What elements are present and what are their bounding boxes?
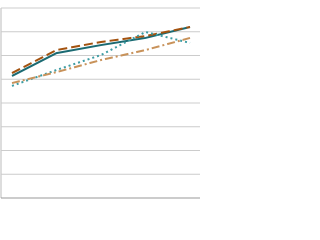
series-line — [11, 30, 191, 87]
series-line — [11, 26, 191, 74]
page: (() => { const data = JSON.parse(documen… — [0, 7, 200, 199]
series-line — [11, 26, 191, 77]
chart — [0, 7, 200, 199]
series-line — [11, 36, 191, 85]
